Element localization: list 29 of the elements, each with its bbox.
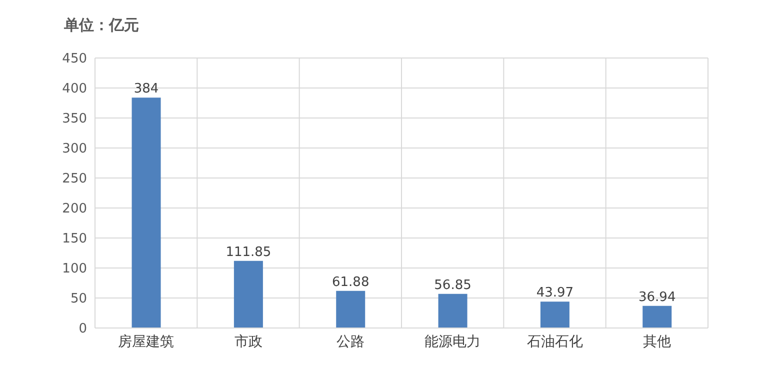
y-tick-label: 300 [62,142,87,157]
y-tick-label: 400 [62,82,87,97]
data-label: 111.85 [226,244,272,260]
y-axis-title: 单位：亿元 [64,16,139,35]
bar [438,294,468,328]
y-tick-label: 0 [78,322,87,337]
x-tick-label: 房屋建筑 [118,334,174,350]
y-tick-label: 50 [70,292,87,307]
bar [336,290,366,328]
y-tick-label: 250 [62,172,87,187]
x-tick-label: 公路 [336,334,364,350]
y-tick-label: 200 [62,202,87,217]
x-tick-label: 其他 [642,334,671,350]
x-tick-label: 能源电力 [424,334,481,350]
bar [132,98,161,328]
x-tick-label: 石油石化 [526,334,583,350]
bar [642,306,672,328]
bar [540,302,570,328]
y-tick-label: 150 [62,232,87,247]
data-label: 61.88 [332,274,370,290]
y-tick-label: 350 [62,112,87,127]
x-tick-label: 市政 [234,334,262,350]
data-label: 56.85 [434,278,472,293]
y-tick-label: 450 [62,52,87,67]
bar [234,260,263,328]
data-label: 43.97 [536,286,574,301]
data-label: 384 [134,82,159,97]
y-tick-label: 100 [62,262,87,277]
data-label: 36.94 [638,290,676,305]
